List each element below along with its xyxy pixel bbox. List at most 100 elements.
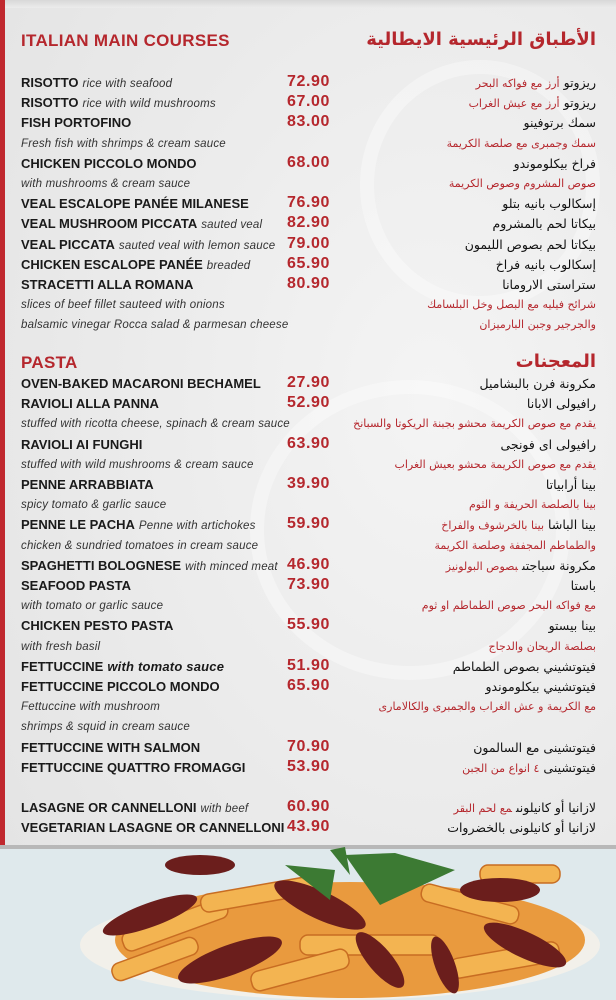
item-name: VEAL ESCALOPE PANÉE MILANESE [21, 196, 249, 212]
item-price: 76.90 [286, 194, 330, 212]
item-price: 83.00 [286, 113, 330, 131]
description-text-arabic: شرائح فيليه مع البصل وخل البلسامك [427, 298, 596, 312]
item-price: 52.90 [286, 394, 330, 412]
item-description: Penne with artichokes [138, 520, 256, 533]
section-title-arabic: المعجنات [515, 351, 596, 372]
item-description-arabic: بصوص البولونيز [445, 559, 518, 573]
item-name: RISOTTO [21, 95, 79, 111]
item-name-arabic: فيتوتشينى [543, 759, 596, 775]
item-english: RAVIOLI AI FUNGHI [21, 435, 142, 455]
item-name: FETTUCCINE QUATTRO FROMAGGI [21, 759, 246, 775]
item-arabic: بينا أرابياتا [546, 475, 596, 495]
section-title: ITALIAN MAIN COURSES [21, 31, 230, 50]
menu-item-description: with fresh basil بصلصة الريحان والدجاج [0, 637, 616, 657]
item-english: FISH PORTOFINO [21, 113, 131, 133]
item-description: with minced meat [185, 560, 278, 573]
item-arabic: فيتوتشيني بصوص الطماطم [453, 657, 596, 677]
item-price: 55.90 [286, 616, 330, 634]
menu-item-description: stuffed with ricotta cheese, spinach & c… [0, 414, 616, 434]
menu-item: RAVIOLI ALLA PANNA 52.90 رافيولى الابانا [0, 394, 616, 414]
item-name: VEGETARIAN LASAGNE OR CANNELLONI [21, 820, 285, 836]
item-name-arabic: إسكالوب بانيه فراخ [495, 256, 596, 272]
item-name-arabic: بينا بيستو [548, 618, 596, 634]
item-english: LASAGNE OR CANNELLONI with beef [21, 798, 248, 819]
description-text-arabic: مع الكريمة و عش الغراب والجمبرى والكالام… [378, 700, 596, 714]
item-arabic: فراخ بيكلوموندو [514, 154, 596, 174]
menu-item: FETTUCCINE with tomato sauce 51.90 فيتوتشين… [0, 657, 616, 677]
item-arabic: باستا [571, 576, 596, 596]
item-name: PENNE LE PACHA [21, 517, 135, 533]
item-price: 65.90 [286, 677, 330, 694]
menu-item: RAVIOLI AI FUNGHI 63.90 رافيولى اى فونجى [0, 435, 616, 455]
item-price: 60.90 [286, 798, 330, 815]
item-name: FETTUCCINE WITH SALMON [21, 739, 201, 755]
item-english: CHICKEN PESTO PASTA [21, 616, 173, 636]
menu-item: SPAGHETTI BOLOGNESE with minced meat 46.90… [0, 556, 616, 576]
description-text-arabic: بصلصة الريحان والدجاج [488, 639, 597, 653]
menu-item: VEAL ESCALOPE PANÉE MILANESE 76.90 إسكالوب… [0, 194, 616, 214]
item-english: VEGETARIAN LASAGNE OR CANNELLONI [21, 818, 284, 838]
menu-item: FETTUCCINE QUATTRO FROMAGGI 53.90 فيتوتشين… [0, 758, 616, 778]
item-name-arabic: فراخ بيكلوموندو [513, 155, 596, 171]
item-english: RISOTTO rice with wild mushrooms [21, 93, 216, 114]
item-arabic: فيتوتشينى٤ انواع من الجبن [462, 758, 596, 779]
description-text: shrimps & squid in cream sauce [21, 721, 190, 734]
menu-item: VEGETARIAN LASAGNE OR CANNELLONI 43.90 لاز… [0, 818, 616, 838]
description-text: balsamic vinegar Rocca salad & parmesan … [21, 319, 289, 332]
item-price: 39.90 [286, 475, 330, 492]
menu-item-description: spicy tomato & garlic sauce بينا بالصلصة … [0, 495, 616, 515]
item-price: 67.00 [286, 93, 330, 111]
item-arabic: لازانيا أو كانيلونى بالخضروات [447, 818, 596, 838]
item-name-arabic: بيكاتا لحم بالمشروم [492, 216, 596, 232]
item-name: SPAGHETTI BOLOGNESE [21, 557, 182, 573]
item-arabic: فيتوتشيني بيكلوموندو [485, 677, 596, 697]
item-name: VEAL MUSHROOM PICCATA [21, 216, 198, 232]
item-price: 51.90 [286, 656, 330, 674]
menu-item: FISH PORTOFINO 83.00 سمك برتوفينو [0, 113, 616, 133]
item-arabic: بينا الباشابينا بالخرشوف والفراخ [441, 515, 596, 536]
item-price: 80.90 [286, 275, 330, 292]
item-price: 70.90 [286, 737, 330, 755]
description-text: with mushrooms & cream sauce [21, 178, 191, 190]
item-english: CHICKEN ESCALOPE PANÉE breaded [21, 255, 250, 276]
item-english: STRACETTI ALLA ROMANA [21, 275, 193, 295]
item-price: 82.90 [286, 214, 330, 232]
item-name-arabic: مكرونة سباجتى [521, 557, 596, 573]
description-text-arabic: والجرجير وجبن البارميزان [479, 318, 596, 332]
description-text: with tomato or garlic sauce [21, 600, 164, 613]
item-price: 72.90 [286, 73, 330, 90]
description-text: chicken & sundried tomatoes in cream sau… [21, 539, 259, 552]
menu-item-description: with mushrooms & cream sauce صوص المشروم … [0, 174, 616, 194]
item-name: FETTUCCINE [21, 658, 104, 674]
item-name: PENNE ARRABBIATA [21, 477, 154, 492]
item-english: PENNE LE PACHA Penne with artichokes [21, 515, 256, 536]
item-description-arabic: مع لحم البقر [453, 802, 512, 815]
description-text-arabic: سمك وجمبرى مع صلصة الكريمة [446, 136, 596, 150]
item-description: sauted veal with lemon sauce [118, 239, 276, 252]
item-name-arabic: لازانيا أو كانيلونى بالخضروات [447, 820, 596, 836]
pasta-photo [0, 845, 616, 1000]
description-text-arabic: بينا بالصلصة الحريفة و الثوم [468, 498, 596, 512]
description-text: Fresh fish with shrimps & cream sauce [21, 137, 226, 150]
item-name-arabic: فيتوتشينى مع السالمون [473, 739, 596, 755]
item-english: RAVIOLI ALLA PANNA [21, 394, 159, 414]
item-price: 43.90 [286, 818, 330, 836]
item-name-arabic: رافيولى الابانا [526, 396, 596, 412]
menu-item-description: with tomato or garlic sauce مع فواكه البح… [0, 596, 616, 616]
item-name-arabic: باستا [570, 578, 596, 593]
item-english: OVEN-BAKED MACARONI BECHAMEL [21, 374, 261, 394]
item-arabic: ريزوتوأرز مع عيش الغراب [469, 93, 596, 114]
item-name: SEAFOOD PASTA [21, 578, 132, 593]
item-price: 68.00 [286, 153, 330, 171]
item-english: VEAL PICCATA sauted veal with lemon sauce [21, 235, 275, 256]
item-arabic: بينا بيستو [549, 616, 596, 636]
description-text-arabic: والطماطم المجففة وصلصة الكريمة [434, 538, 596, 552]
item-name-arabic: فيتوتشيني بيكلوموندو [485, 679, 596, 694]
item-price: 46.90 [286, 555, 330, 573]
item-description: with beef [200, 803, 249, 815]
description-text-arabic: مع فواكه البحر صوص الطماطم او ثوم [421, 599, 596, 613]
item-name-arabic: بينا أرابياتا [545, 477, 596, 492]
item-english: FETTUCCINE QUATTRO FROMAGGI [21, 758, 245, 778]
item-price: 73.90 [286, 576, 330, 593]
menu-item: CHICKEN PICCOLO MONDO 68.00 فراخ بيكلوموند… [0, 154, 616, 174]
